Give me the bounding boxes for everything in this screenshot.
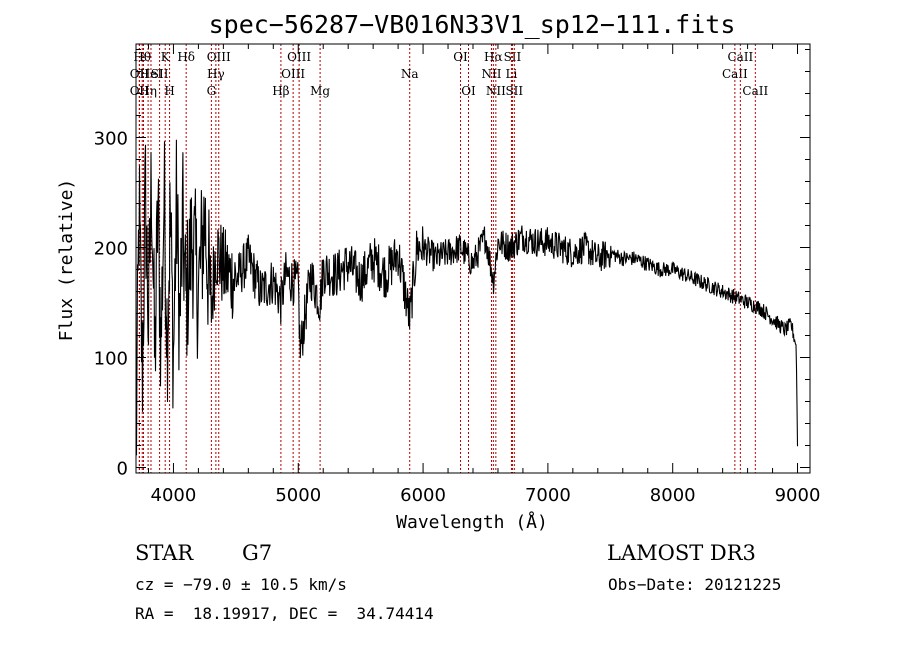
line-marker-label: OI: [453, 50, 468, 64]
x-tick-label: 5000: [275, 485, 321, 506]
x-axis-label: Wavelength (Å): [396, 511, 548, 533]
line-marker-label: NII: [481, 67, 501, 81]
x-tick-label: 9000: [775, 485, 821, 506]
line-marker-label: NII: [486, 84, 506, 98]
line-marker-label: Hγ: [207, 67, 225, 81]
line-marker-label: Hθ: [133, 50, 151, 64]
coordinates: RA = 18.19917, DEC = 34.74414: [135, 604, 434, 623]
y-tick-label: 100: [94, 349, 128, 370]
y-tick-label: 0: [117, 459, 128, 480]
x-tick-label: 6000: [400, 485, 446, 506]
line-marker-label: Hβ: [272, 84, 289, 98]
line-marker-label: HeI: [140, 67, 163, 81]
line-marker-label: CaII: [722, 67, 748, 81]
line-marker-label: Hα: [484, 50, 503, 64]
line-marker-label: G: [207, 84, 217, 98]
x-tick-label: 4000: [151, 485, 197, 506]
line-marker-label: Hη: [139, 84, 157, 98]
x-tick-label: 7000: [525, 485, 571, 506]
line-marker-label: Hδ: [177, 50, 195, 64]
line-marker-label: OII: [130, 84, 150, 98]
line-marker-label: Na: [401, 67, 419, 81]
object-class: STAR: [135, 541, 194, 565]
line-marker-label: H: [164, 84, 174, 98]
line-marker-label: ϵ: [140, 50, 147, 64]
line-marker-label: SII: [504, 50, 522, 64]
line-marker-label: OIII: [207, 50, 231, 64]
y-tick-label: 300: [94, 129, 128, 150]
chart-title: spec−56287−VB016N33V1_sp12−111.fits: [209, 10, 736, 39]
line-marker-label: CaII: [727, 50, 753, 64]
line-marker-label: OIII: [281, 67, 305, 81]
y-tick-label: 200: [94, 239, 128, 260]
spectral-subclass: G7: [242, 541, 273, 565]
line-marker-label: OIII: [287, 50, 311, 64]
line-marker-label: K: [161, 50, 171, 64]
spectrum-line: [135, 139, 799, 456]
line-marker-label: OI: [461, 84, 476, 98]
line-marker-label: Mg: [310, 84, 330, 98]
axis-ticks: 4000 5000 6000 7000 8000 9000 0 100 200 300: [94, 44, 821, 506]
observation-date: Obs−Date: 20121225: [608, 575, 782, 594]
line-marker-label: Li: [506, 67, 518, 81]
line-marker-label: SII: [505, 84, 523, 98]
survey-name: LAMOST DR3: [607, 541, 756, 565]
redshift-value: cz = −79.0 ± 10.5 km/s: [135, 575, 347, 594]
line-marker-label: CaII: [742, 84, 768, 98]
x-tick-label: 8000: [650, 485, 696, 506]
line-marker-label: SII: [151, 67, 169, 81]
y-axis-label: Flux (relative): [56, 179, 77, 342]
